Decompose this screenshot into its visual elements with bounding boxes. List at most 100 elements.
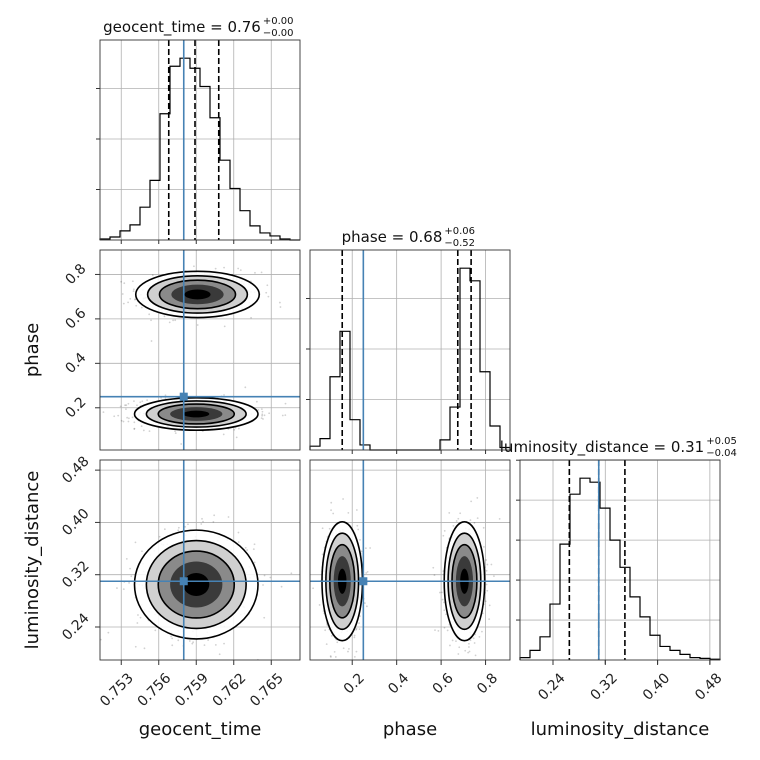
- density-phase-vs-luminosity-distance-sample-point: [342, 647, 345, 650]
- title-minus-error: −0.04: [706, 448, 737, 459]
- density-geocent-time-vs-phase-sample-point: [77, 288, 79, 290]
- ytick-label-luminosity-distance: 0.32: [59, 558, 92, 591]
- hist-luminosity-distance-bin-4: [560, 544, 570, 660]
- hist-geocent-time-step-line: [99, 57, 300, 241]
- density-geocent-time-vs-phase-sample-point: [262, 418, 264, 420]
- density-phase-vs-luminosity-distance-inner: [310, 460, 510, 665]
- density-geocent-time-vs-phase-sample-point: [223, 266, 225, 269]
- density-phase-vs-luminosity-distance-sample-point: [445, 613, 447, 616]
- density-geocent-time-vs-luminosity-distance-sample-point: [244, 546, 247, 549]
- xtick-label-phase: 0.2: [341, 670, 368, 697]
- density-geocent-time-vs-luminosity-distance-panel: [99, 459, 301, 661]
- density-geocent-time-vs-phase-sample-point: [121, 293, 124, 295]
- density-phase-vs-luminosity-distance-sample-point: [469, 639, 472, 642]
- density-phase-vs-luminosity-distance-sample-point: [365, 605, 368, 608]
- density-geocent-time-vs-phase-sample-point: [102, 411, 105, 414]
- density-phase-vs-luminosity-distance-sample-point: [333, 650, 336, 653]
- density-geocent-time-vs-phase-panel: [77, 249, 301, 451]
- density-geocent-time-vs-luminosity-distance-sample-point: [177, 526, 180, 529]
- density-phase-vs-luminosity-distance-sample-point: [473, 521, 476, 524]
- density-phase-vs-luminosity-distance-sample-point: [332, 512, 335, 515]
- density-phase-vs-luminosity-distance-sample-point: [329, 655, 332, 657]
- density-geocent-time-vs-luminosity-distance-sample-point: [223, 642, 225, 645]
- density-phase-vs-luminosity-distance-sample-point: [355, 509, 358, 511]
- density-geocent-time-vs-phase-mode-1-contour-0: [183, 410, 210, 418]
- density-phase-vs-luminosity-distance-sample-point: [472, 637, 475, 640]
- density-geocent-time-vs-luminosity-distance-sample-point: [177, 639, 180, 642]
- density-geocent-time-vs-phase-sample-point: [254, 271, 256, 274]
- density-geocent-time-vs-luminosity-distance-sample-point: [202, 520, 204, 523]
- density-phase-vs-luminosity-distance-sample-point: [432, 566, 435, 569]
- density-geocent-time-vs-luminosity-distance-sample-point: [290, 572, 293, 575]
- title-label: geocent_time: [103, 18, 205, 37]
- density-phase-vs-luminosity-distance-sample-point: [488, 604, 491, 607]
- density-geocent-time-vs-luminosity-distance-sample-point: [200, 523, 203, 525]
- density-geocent-time-vs-luminosity-distance-frame: [99, 459, 301, 661]
- density-phase-vs-luminosity-distance-sample-point: [347, 511, 350, 514]
- hist-luminosity-distance-bin-9: [610, 540, 620, 660]
- density-geocent-time-vs-phase-sample-point: [261, 414, 263, 417]
- density-geocent-time-vs-luminosity-distance-sample-point: [139, 616, 142, 619]
- density-geocent-time-vs-phase-sample-point: [129, 297, 132, 300]
- title-equals: =: [649, 438, 671, 456]
- density-geocent-time-vs-phase-sample-point: [196, 324, 199, 326]
- title-label: luminosity_distance: [500, 438, 649, 457]
- density-geocent-time-vs-phase-sample-point: [268, 412, 271, 415]
- xlabel-geocent-time: geocent_time: [139, 719, 262, 740]
- hist-luminosity-distance-bin-5: [570, 494, 580, 660]
- density-geocent-time-vs-phase-sample-point: [267, 295, 270, 298]
- density-geocent-time-vs-phase-sample-point: [237, 427, 240, 430]
- density-geocent-time-vs-luminosity-distance-sample-point: [130, 575, 133, 578]
- density-geocent-time-vs-phase-sample-point: [257, 409, 260, 411]
- density-geocent-time-vs-phase-sample-point: [140, 306, 143, 309]
- density-geocent-time-vs-phase-sample-point: [244, 386, 247, 389]
- density-geocent-time-vs-luminosity-distance-sample-point: [128, 581, 130, 584]
- density-phase-vs-luminosity-distance-sample-point: [342, 663, 344, 665]
- density-geocent-time-vs-phase-sample-point: [132, 290, 135, 293]
- density-phase-vs-luminosity-distance-sample-point: [457, 517, 460, 520]
- density-phase-vs-luminosity-distance-frame: [309, 459, 511, 661]
- density-phase-vs-luminosity-distance-sample-point: [478, 635, 481, 638]
- density-phase-vs-luminosity-distance-sample-point: [490, 563, 493, 566]
- density-phase-vs-luminosity-distance-sample-point: [336, 641, 339, 644]
- density-geocent-time-vs-luminosity-distance-sample-point: [171, 637, 174, 640]
- hist-geocent-time-bin-13: [230, 188, 240, 240]
- density-geocent-time-vs-phase-sample-point: [261, 410, 264, 413]
- density-geocent-time-vs-luminosity-distance-sample-point: [177, 529, 180, 532]
- density-phase-vs-luminosity-distance-sample-point: [312, 587, 314, 590]
- density-geocent-time-vs-luminosity-distance-sample-point: [129, 567, 131, 570]
- density-phase-vs-luminosity-distance-sample-point: [464, 649, 467, 652]
- density-phase-vs-luminosity-distance-sample-point: [358, 622, 360, 624]
- density-geocent-time-vs-luminosity-distance-sample-point: [137, 614, 139, 616]
- title-plus-error: +0.06: [444, 226, 475, 237]
- density-phase-vs-luminosity-distance-sample-point: [468, 650, 471, 653]
- density-geocent-time-vs-phase-sample-point: [148, 430, 151, 433]
- density-phase-vs-luminosity-distance-sample-point: [437, 629, 440, 632]
- density-geocent-time-vs-phase-sample-point: [223, 394, 225, 396]
- xtick-label-luminosity-distance: 0.32: [588, 670, 621, 703]
- density-geocent-time-vs-luminosity-distance-sample-point: [214, 644, 217, 646]
- density-phase-vs-luminosity-distance-sample-point: [488, 618, 491, 621]
- density-geocent-time-vs-luminosity-distance-sample-point: [201, 517, 203, 520]
- xtick-label-luminosity-distance: 0.24: [535, 670, 568, 703]
- density-phase-vs-luminosity-distance-sample-point: [359, 615, 361, 617]
- density-geocent-time-vs-luminosity-distance-sample-point: [252, 548, 255, 551]
- ytick-label-phase: 0.6: [62, 305, 89, 332]
- density-phase-vs-luminosity-distance-sample-point: [360, 550, 363, 553]
- density-geocent-time-vs-phase-inner: [77, 250, 300, 450]
- xtick-label-geocent-time: 0.756: [135, 670, 175, 710]
- title-luminosity-distance: luminosity_distance = 0.31 +0.05−0.04: [500, 436, 737, 459]
- density-phase-vs-luminosity-distance-sample-point: [451, 639, 454, 642]
- density-geocent-time-vs-phase-sample-point: [250, 316, 252, 319]
- density-geocent-time-vs-luminosity-distance-sample-point: [253, 561, 256, 564]
- density-phase-vs-luminosity-distance-sample-point: [467, 651, 470, 654]
- density-phase-vs-luminosity-distance-sample-point: [484, 600, 487, 603]
- density-geocent-time-vs-phase-sample-point: [265, 291, 268, 294]
- hist-geocent-time-bin-16: [260, 233, 270, 240]
- density-phase-vs-luminosity-distance-sample-point: [468, 642, 470, 645]
- density-geocent-time-vs-phase-sample-point: [261, 413, 264, 416]
- hist-geocent-time-bin-12: [220, 160, 230, 240]
- density-geocent-time-vs-luminosity-distance-mode-0-contour-0: [183, 573, 210, 597]
- density-phase-vs-luminosity-distance-sample-point: [358, 628, 361, 631]
- density-geocent-time-vs-phase-sample-point: [131, 416, 134, 419]
